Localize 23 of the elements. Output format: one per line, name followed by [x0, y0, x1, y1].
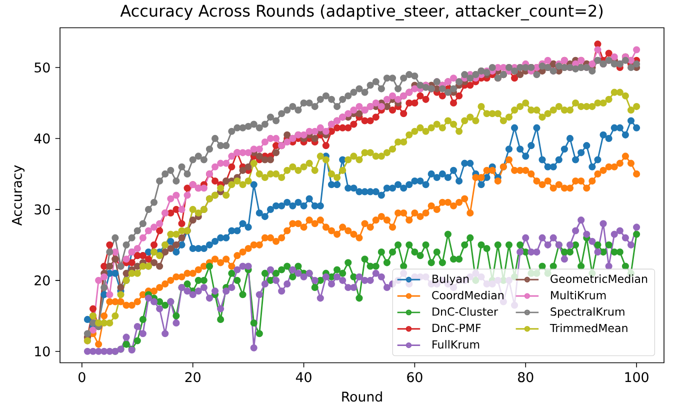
x-tick-label: 20 — [185, 372, 200, 382]
y-tick-label: 40 — [34, 134, 50, 144]
legend-label: DnC-Cluster — [432, 307, 498, 316]
y-tick-label: 20 — [34, 275, 50, 286]
x-tick-label: 60 — [407, 372, 422, 382]
legend-label: MultiKrum — [551, 290, 606, 300]
chart-title: Accuracy Across Rounds (adaptive_steer, attacker_count=2) — [120, 4, 603, 20]
x-tick-label: 40 — [296, 372, 312, 382]
x-tick-label: 100 — [625, 372, 648, 382]
legend-label: Bulyan — [432, 274, 469, 286]
legend-label: SpectralKrum — [550, 307, 624, 318]
x-tick-label: 80 — [518, 372, 534, 382]
x-tick-label: 0 — [78, 372, 86, 382]
legend-label: DnC-PMF — [432, 324, 481, 332]
x-axis-title: Round — [342, 391, 382, 402]
y-tick-label: 50 — [34, 62, 50, 73]
y-axis-title: Accuracy — [12, 165, 25, 226]
legend-label: GeometricMedian — [550, 274, 648, 284]
y-tick-label: 10 — [35, 346, 50, 357]
legend-label: FullKrum — [432, 340, 480, 349]
y-tick-label: 30 — [34, 204, 50, 215]
legend-label: CoordMedian — [432, 290, 504, 300]
legend-label: TrimmedMean — [550, 324, 628, 332]
